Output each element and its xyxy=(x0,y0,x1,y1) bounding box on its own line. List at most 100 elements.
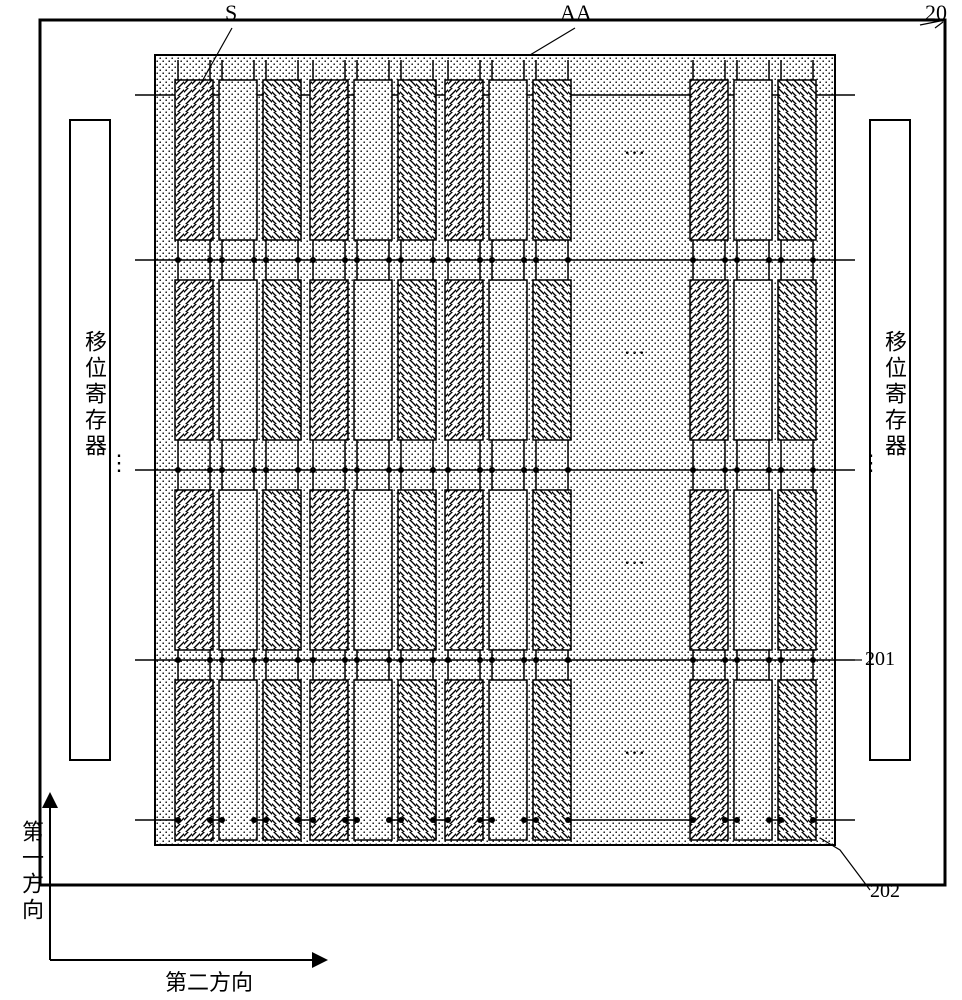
cell-r0-g3-c0 xyxy=(690,80,728,240)
via-dot xyxy=(342,467,348,473)
via-dot xyxy=(521,257,527,263)
via-dot xyxy=(219,817,225,823)
via-dot xyxy=(766,657,772,663)
v-ellipsis-left: ⋮ xyxy=(108,450,130,475)
via-dot xyxy=(477,657,483,663)
via-dot xyxy=(722,257,728,263)
cell-r3-g2-c2 xyxy=(533,680,571,840)
row-ellipsis-0: ··· xyxy=(624,140,646,165)
via-dot xyxy=(175,467,181,473)
cell-r0-g1-c2 xyxy=(398,80,436,240)
via-dot xyxy=(722,817,728,823)
via-dot xyxy=(690,817,696,823)
via-dot xyxy=(489,467,495,473)
via-dot xyxy=(445,817,451,823)
via-dot xyxy=(251,257,257,263)
via-dot xyxy=(766,257,772,263)
label-shiftreg-right: 移位寄存器 xyxy=(878,330,910,460)
via-dot xyxy=(263,657,269,663)
cell-r0-g0-c2 xyxy=(263,80,301,240)
via-dot xyxy=(295,257,301,263)
via-dot xyxy=(565,467,571,473)
via-dot xyxy=(445,257,451,263)
via-dot xyxy=(565,817,571,823)
via-dot xyxy=(778,817,784,823)
via-dot xyxy=(489,257,495,263)
leader-AA xyxy=(530,28,575,55)
axis-x-label: 第二方向 xyxy=(165,965,253,997)
via-dot xyxy=(690,257,696,263)
via-dot xyxy=(354,257,360,263)
via-dot xyxy=(398,657,404,663)
diagram-svg: ············⋮⋮ xyxy=(0,0,962,1000)
cell-r1-g1-c2 xyxy=(398,280,436,440)
via-dot xyxy=(310,257,316,263)
cell-r3-g3-c2 xyxy=(778,680,816,840)
via-dot xyxy=(310,817,316,823)
via-dot xyxy=(207,657,213,663)
via-dot xyxy=(386,257,392,263)
via-dot xyxy=(445,657,451,663)
cell-r0-g0-c1 xyxy=(219,80,257,240)
via-dot xyxy=(386,467,392,473)
via-dot xyxy=(310,657,316,663)
cell-r1-g0-c1 xyxy=(219,280,257,440)
via-dot xyxy=(354,467,360,473)
cell-r2-g2-c0 xyxy=(445,490,483,650)
via-dot xyxy=(175,657,181,663)
via-dot xyxy=(175,817,181,823)
via-dot xyxy=(354,817,360,823)
via-dot xyxy=(430,657,436,663)
via-dot xyxy=(445,467,451,473)
via-dot xyxy=(219,657,225,663)
cell-r2-g3-c2 xyxy=(778,490,816,650)
cell-r2-g0-c2 xyxy=(263,490,301,650)
via-dot xyxy=(810,657,816,663)
cell-r0-g0-c0 xyxy=(175,80,213,240)
cell-r3-g0-c2 xyxy=(263,680,301,840)
via-dot xyxy=(175,257,181,263)
cell-r1-g1-c1 xyxy=(354,280,392,440)
via-dot xyxy=(521,657,527,663)
via-dot xyxy=(477,467,483,473)
via-dot xyxy=(810,257,816,263)
via-dot xyxy=(386,817,392,823)
via-dot xyxy=(810,817,816,823)
via-dot xyxy=(386,657,392,663)
via-dot xyxy=(766,817,772,823)
cell-r0-g2-c0 xyxy=(445,80,483,240)
via-dot xyxy=(342,817,348,823)
via-dot xyxy=(398,817,404,823)
via-dot xyxy=(251,467,257,473)
cell-r3-g2-c1 xyxy=(489,680,527,840)
cell-r2-g2-c1 xyxy=(489,490,527,650)
cell-r3-g1-c1 xyxy=(354,680,392,840)
via-dot xyxy=(251,657,257,663)
cell-r0-g2-c1 xyxy=(489,80,527,240)
cell-r2-g3-c0 xyxy=(690,490,728,650)
via-dot xyxy=(430,817,436,823)
cell-r0-g2-c2 xyxy=(533,80,571,240)
via-dot xyxy=(477,257,483,263)
label-S: S xyxy=(225,0,237,26)
cell-r3-g3-c1 xyxy=(734,680,772,840)
via-dot xyxy=(533,657,539,663)
cell-r0-g1-c1 xyxy=(354,80,392,240)
via-dot xyxy=(295,817,301,823)
via-dot xyxy=(263,817,269,823)
cell-r2-g0-c1 xyxy=(219,490,257,650)
via-dot xyxy=(766,467,772,473)
via-dot xyxy=(354,657,360,663)
via-dot xyxy=(722,467,728,473)
via-dot xyxy=(565,257,571,263)
label-20: 20 xyxy=(925,0,947,26)
via-dot xyxy=(295,467,301,473)
via-dot xyxy=(263,257,269,263)
cell-r1-g3-c1 xyxy=(734,280,772,440)
cell-r2-g1-c2 xyxy=(398,490,436,650)
via-dot xyxy=(430,257,436,263)
via-dot xyxy=(342,257,348,263)
cell-r1-g2-c2 xyxy=(533,280,571,440)
via-dot xyxy=(734,657,740,663)
label-201: 201 xyxy=(865,648,895,671)
